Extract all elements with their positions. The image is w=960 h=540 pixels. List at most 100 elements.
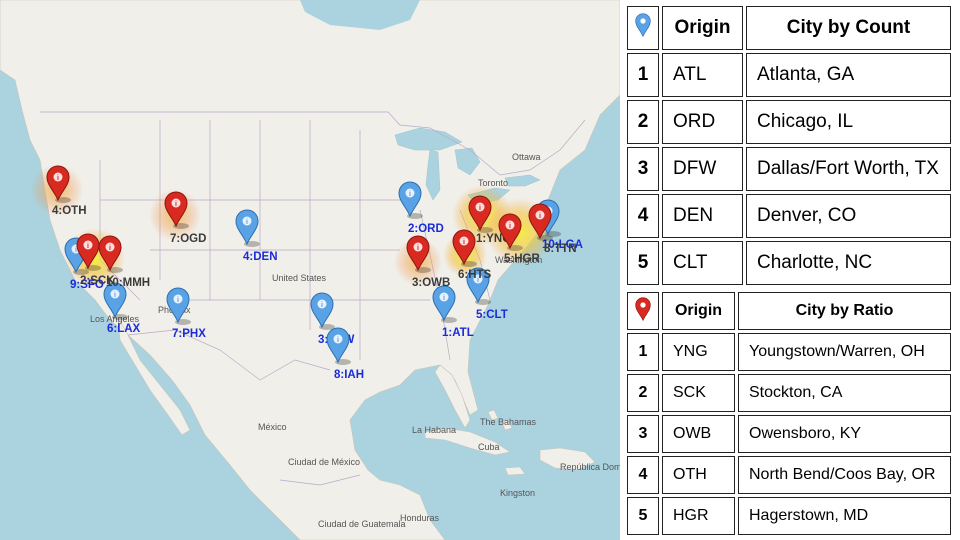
label-la-habana: La Habana [412, 425, 456, 435]
svg-text:i: i [175, 201, 177, 208]
count-table-origin: ORD [662, 100, 743, 144]
count-table-city: Chicago, IL [746, 100, 951, 144]
count-marker-pin[interactable]: i [432, 285, 457, 323]
svg-text:i: i [87, 243, 89, 250]
ratio-table-city: Stockton, CA [738, 374, 951, 412]
count-marker-label: 4:DEN [243, 251, 278, 263]
count-table-city: Atlanta, GA [746, 53, 951, 97]
ratio-marker-pin[interactable]: i [406, 235, 431, 273]
ratio-table-city: North Bend/Coos Bay, OR [738, 456, 951, 494]
count-marker-pin[interactable]: i [166, 287, 191, 325]
svg-text:i: i [177, 297, 179, 304]
count-marker-pin-icon [326, 327, 350, 364]
count-marker-pin[interactable]: i [235, 209, 260, 247]
count-marker-pin-icon [235, 209, 259, 246]
label-bahamas: The Bahamas [480, 417, 537, 427]
count-marker-pin[interactable]: i [466, 267, 491, 305]
label-guatemala: Ciudad de Guatemala [318, 519, 406, 529]
count-table-rank: 3 [627, 147, 659, 191]
ratio-marker-pin[interactable]: i [164, 191, 189, 229]
ratio-table-row: 5 HGR Hagerstown, MD [627, 497, 951, 535]
svg-text:i: i [57, 175, 59, 182]
ratio-marker-label: 6:HTS [458, 269, 492, 281]
count-marker-label: 9:SFO [70, 279, 104, 291]
count-marker-pin[interactable]: i [326, 327, 351, 365]
ratio-marker-label: 1:YNG [476, 233, 511, 245]
ratio-marker-label: 8:TTN [544, 243, 577, 255]
ratio-table-city: Hagerstown, MD [738, 497, 951, 535]
svg-text:i: i [463, 239, 465, 246]
ratio-table-row: 4 OTH North Bend/Coos Bay, OR [627, 456, 951, 494]
label-los-angeles: Los Angeles [90, 314, 140, 324]
red-pin-icon [635, 296, 651, 321]
ratio-marker-pin-icon [452, 229, 476, 266]
count-table-city: Denver, CO [746, 194, 951, 238]
svg-text:i: i [75, 247, 77, 254]
count-marker-pin[interactable]: i [310, 292, 335, 330]
count-marker-pin[interactable]: i [103, 282, 128, 320]
count-marker-pin[interactable]: i [398, 181, 423, 219]
label-dominicana: República Dominicana [560, 462, 620, 472]
count-table-city: Charlotte, NC [746, 241, 951, 285]
count-table-city: Dallas/Fort Worth, TX [746, 147, 951, 191]
ratio-table-city: Owensboro, KY [738, 415, 951, 453]
ratio-table-row: 2 SCK Stockton, CA [627, 374, 951, 412]
ratio-table-icon-cell [627, 292, 659, 330]
ratio-marker-pin[interactable]: i [46, 165, 71, 203]
label-washington: Washington [495, 255, 542, 265]
count-table-rank: 1 [627, 53, 659, 97]
ratio-marker-pin[interactable]: i [528, 203, 553, 241]
ratio-marker-pin-icon [76, 233, 100, 270]
label-cuba: Cuba [478, 442, 500, 452]
count-table-row: 1 ATL Atlanta, GA [627, 53, 951, 97]
count-marker-pin-icon [166, 287, 190, 324]
ratio-table-origin: OTH [662, 456, 735, 494]
count-table-row: 4 DEN Denver, CO [627, 194, 951, 238]
ratio-marker-label: 4:OTH [52, 205, 87, 217]
ratio-marker-pin[interactable]: i [498, 213, 523, 251]
count-table-origin: DFW [662, 147, 743, 191]
ratio-table: Origin City by Ratio 1 YNG Youngstown/Warr… [624, 289, 954, 538]
svg-text:i: i [337, 337, 339, 344]
svg-text:i: i [443, 295, 445, 302]
ratio-marker-label: 5:HGR [504, 253, 540, 265]
ratio-table-rank: 2 [627, 374, 659, 412]
count-marker-label: 8:IAH [334, 369, 364, 381]
svg-text:i: i [109, 245, 111, 252]
label-honduras: Honduras [400, 513, 440, 523]
ratio-marker-pin[interactable]: i [98, 235, 123, 273]
svg-text:i: i [246, 219, 248, 226]
ratio-marker-pin[interactable]: i [76, 233, 101, 271]
ratio-marker-pin[interactable]: i [452, 229, 477, 267]
ratio-marker-pin-icon [164, 191, 188, 228]
ratio-markers[interactable]: i1:YNGi2:SCKi3:OWBi4:OTHi5:HGRi6:HTSi7:O… [46, 165, 577, 289]
ratio-table-origin: YNG [662, 333, 735, 371]
count-marker-label: 10:LGA [542, 239, 583, 251]
ratio-table-origin: OWB [662, 415, 735, 453]
count-table-row: 2 ORD Chicago, IL [627, 100, 951, 144]
ratio-table-origin: HGR [662, 497, 735, 535]
label-toronto: Toronto [478, 178, 508, 188]
svg-text:i: i [477, 277, 479, 284]
count-table-origin: ATL [662, 53, 743, 97]
svg-text:i: i [479, 205, 481, 212]
ratio-marker-pin-icon [468, 195, 492, 232]
label-mexico-city: Ciudad de México [288, 457, 360, 467]
count-table-rank: 2 [627, 100, 659, 144]
ratio-marker-pin[interactable]: i [468, 195, 493, 233]
count-marker-pin-icon [398, 181, 422, 218]
map[interactable]: Ottawa Toronto United States Washington … [0, 0, 620, 540]
count-marker-label: 6:LAX [107, 323, 141, 335]
count-table-header-origin: Origin [662, 6, 743, 50]
ratio-marker-pin-icon [498, 213, 522, 250]
count-table-header-city: City by Count [746, 6, 951, 50]
ratio-marker-pin-icon [98, 235, 122, 272]
legend-tables: Origin City by Count 1 ATL Atlanta, GA 2 ORD… [624, 3, 954, 538]
ratio-table-header-city: City by Ratio [738, 292, 951, 330]
ratio-table-header-origin: Origin [662, 292, 735, 330]
count-marker-pin-icon [432, 285, 456, 322]
ratio-marker-pin-icon [46, 165, 70, 202]
hudson-bay [300, 0, 420, 30]
ratio-marker-pin-icon [528, 203, 552, 240]
count-markers[interactable]: i1:ATLi2:ORDi3:DFWi4:DENi5:CLTi6:LAXi7:P… [64, 181, 583, 381]
